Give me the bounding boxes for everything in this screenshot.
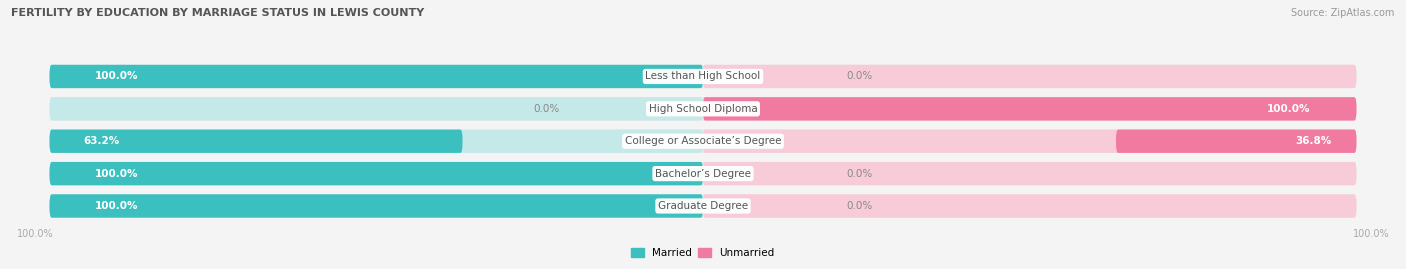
FancyBboxPatch shape	[1116, 130, 1357, 153]
FancyBboxPatch shape	[49, 65, 1357, 88]
FancyBboxPatch shape	[49, 162, 703, 185]
Text: Bachelor’s Degree: Bachelor’s Degree	[655, 169, 751, 179]
Text: 100.0%: 100.0%	[1353, 229, 1389, 239]
FancyBboxPatch shape	[703, 162, 1357, 185]
Text: 0.0%: 0.0%	[846, 201, 873, 211]
Text: 100.0%: 100.0%	[17, 229, 53, 239]
FancyBboxPatch shape	[49, 97, 703, 121]
Text: FERTILITY BY EDUCATION BY MARRIAGE STATUS IN LEWIS COUNTY: FERTILITY BY EDUCATION BY MARRIAGE STATU…	[11, 8, 425, 18]
Legend: Married, Unmarried: Married, Unmarried	[627, 243, 779, 262]
Text: 0.0%: 0.0%	[533, 104, 560, 114]
FancyBboxPatch shape	[49, 65, 703, 88]
FancyBboxPatch shape	[49, 130, 463, 153]
FancyBboxPatch shape	[49, 130, 1357, 153]
Text: 0.0%: 0.0%	[846, 169, 873, 179]
Text: 63.2%: 63.2%	[83, 136, 120, 146]
Text: Less than High School: Less than High School	[645, 72, 761, 82]
FancyBboxPatch shape	[49, 162, 1357, 185]
FancyBboxPatch shape	[703, 97, 1357, 121]
FancyBboxPatch shape	[49, 194, 703, 218]
Text: 100.0%: 100.0%	[96, 72, 139, 82]
Text: College or Associate’s Degree: College or Associate’s Degree	[624, 136, 782, 146]
Text: Graduate Degree: Graduate Degree	[658, 201, 748, 211]
Text: Source: ZipAtlas.com: Source: ZipAtlas.com	[1291, 8, 1395, 18]
Text: 36.8%: 36.8%	[1295, 136, 1331, 146]
FancyBboxPatch shape	[703, 97, 1357, 121]
FancyBboxPatch shape	[49, 194, 703, 218]
FancyBboxPatch shape	[703, 65, 1357, 88]
Text: 100.0%: 100.0%	[1267, 104, 1310, 114]
FancyBboxPatch shape	[703, 194, 1357, 218]
FancyBboxPatch shape	[49, 65, 703, 88]
FancyBboxPatch shape	[49, 194, 1357, 218]
FancyBboxPatch shape	[49, 162, 703, 185]
Text: 0.0%: 0.0%	[846, 72, 873, 82]
Text: High School Diploma: High School Diploma	[648, 104, 758, 114]
FancyBboxPatch shape	[49, 130, 703, 153]
FancyBboxPatch shape	[703, 130, 1357, 153]
Text: 100.0%: 100.0%	[96, 201, 139, 211]
Text: 100.0%: 100.0%	[96, 169, 139, 179]
FancyBboxPatch shape	[49, 97, 1357, 121]
